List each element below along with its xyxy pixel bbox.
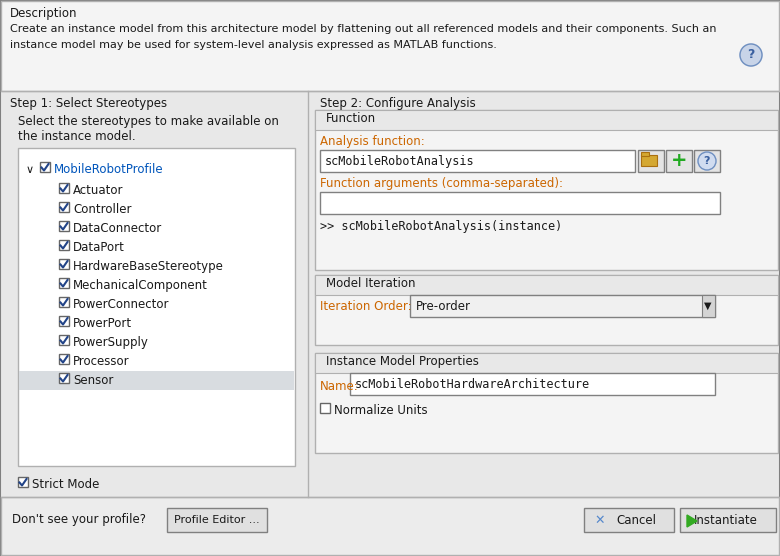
Bar: [638, 150, 664, 172]
Text: +: +: [671, 151, 687, 171]
Bar: [641, 155, 657, 166]
Bar: [59, 354, 69, 364]
Text: the instance model.: the instance model.: [18, 130, 136, 143]
Text: >> scMobileRobotAnalysis(instance): >> scMobileRobotAnalysis(instance): [320, 220, 562, 233]
Bar: [350, 373, 715, 395]
Text: Instance Model Properties: Instance Model Properties: [326, 355, 479, 368]
Bar: [320, 192, 720, 214]
Bar: [59, 240, 69, 250]
Bar: [702, 295, 715, 317]
Text: ?: ?: [747, 48, 755, 62]
Bar: [19, 371, 294, 390]
Text: HardwareBaseStereotype: HardwareBaseStereotype: [73, 260, 224, 273]
Text: instance model may be used for system-level analysis expressed as MATLAB functio: instance model may be used for system-le…: [10, 40, 497, 50]
Text: scMobileRobotHardwareArchitecture: scMobileRobotHardwareArchitecture: [355, 378, 590, 390]
Bar: [315, 110, 778, 130]
Text: Instantiate: Instantiate: [694, 514, 758, 527]
Bar: [59, 202, 69, 212]
Bar: [315, 275, 778, 295]
Text: PowerSupply: PowerSupply: [73, 336, 149, 349]
Text: Name:: Name:: [320, 380, 359, 393]
Bar: [59, 183, 69, 193]
Bar: [167, 508, 267, 532]
Bar: [315, 275, 778, 345]
Bar: [641, 152, 649, 156]
Text: Function: Function: [326, 112, 376, 125]
Text: PowerConnector: PowerConnector: [73, 298, 169, 311]
Text: scMobileRobotAnalysis: scMobileRobotAnalysis: [325, 155, 474, 167]
Text: Profile Editor ...: Profile Editor ...: [174, 515, 260, 525]
Bar: [320, 403, 330, 413]
Text: MechanicalComponent: MechanicalComponent: [73, 279, 208, 292]
Circle shape: [698, 152, 716, 170]
Text: Model Iteration: Model Iteration: [326, 277, 416, 290]
Bar: [18, 477, 28, 487]
Text: Don't see your profile?: Don't see your profile?: [12, 513, 146, 525]
Bar: [584, 508, 674, 532]
Text: DataPort: DataPort: [73, 241, 125, 254]
Bar: [1, 497, 779, 555]
Bar: [59, 278, 69, 288]
Text: MobileRobotProfile: MobileRobotProfile: [54, 163, 164, 176]
Text: Iteration Order:: Iteration Order:: [320, 300, 412, 313]
Text: DataConnector: DataConnector: [73, 222, 162, 235]
Text: Normalize Units: Normalize Units: [334, 404, 427, 417]
Bar: [666, 150, 692, 172]
Bar: [59, 373, 69, 383]
Text: Analysis function:: Analysis function:: [320, 135, 425, 148]
Text: Function arguments (comma-separated):: Function arguments (comma-separated):: [320, 177, 563, 190]
Text: Description: Description: [10, 7, 77, 20]
Bar: [680, 508, 776, 532]
Bar: [694, 150, 720, 172]
Bar: [18, 148, 295, 466]
Text: Strict Mode: Strict Mode: [32, 478, 99, 491]
Text: Select the stereotypes to make available on: Select the stereotypes to make available…: [18, 115, 279, 128]
Text: ▼: ▼: [704, 301, 711, 311]
Text: Cancel: Cancel: [616, 514, 656, 527]
Text: Controller: Controller: [73, 203, 132, 216]
Text: Processor: Processor: [73, 355, 129, 368]
Polygon shape: [687, 515, 697, 527]
Circle shape: [740, 44, 762, 66]
Bar: [59, 335, 69, 345]
Text: Step 1: Select Stereotypes: Step 1: Select Stereotypes: [10, 97, 167, 110]
Bar: [315, 110, 778, 270]
Text: ?: ?: [704, 156, 711, 166]
Bar: [59, 221, 69, 231]
Bar: [59, 316, 69, 326]
Bar: [59, 297, 69, 307]
Bar: [315, 353, 778, 373]
Bar: [1, 1, 779, 91]
Bar: [320, 150, 635, 172]
Text: Step 2: Configure Analysis: Step 2: Configure Analysis: [320, 97, 476, 110]
Bar: [40, 162, 50, 172]
Text: PowerPort: PowerPort: [73, 317, 132, 330]
Text: Actuator: Actuator: [73, 184, 123, 197]
Text: Create an instance model from this architecture model by flattening out all refe: Create an instance model from this archi…: [10, 24, 717, 34]
Bar: [410, 295, 715, 317]
Text: Sensor: Sensor: [73, 374, 113, 387]
Text: ∨: ∨: [26, 165, 34, 175]
Bar: [315, 353, 778, 453]
Bar: [59, 259, 69, 269]
Text: ✕: ✕: [594, 514, 604, 527]
Text: Pre-order: Pre-order: [416, 300, 471, 312]
